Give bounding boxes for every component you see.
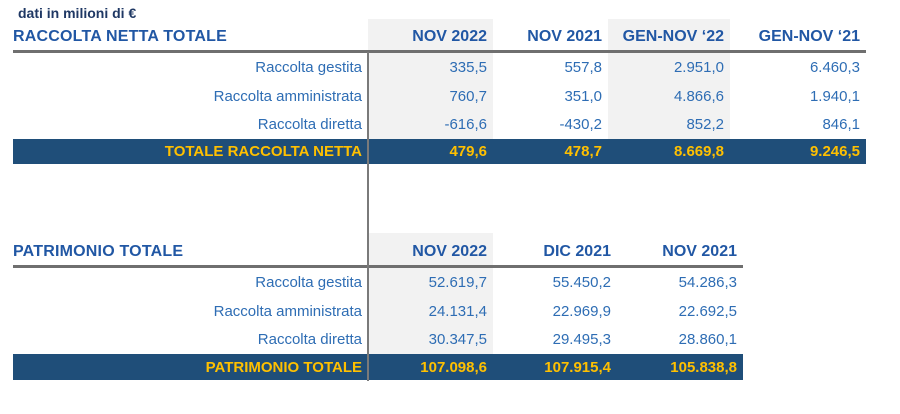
value-cell: 351,0 bbox=[564, 87, 602, 105]
value-cell: 846,1 bbox=[822, 116, 860, 134]
column-header-gen-nov-21: GEN-NOV ‘21 bbox=[758, 28, 860, 45]
table-row: Raccolta gestita 52.619,7 55.450,2 54.28… bbox=[13, 268, 743, 297]
value-cell: 28.860,1 bbox=[678, 331, 737, 349]
total-value: 105.838,8 bbox=[670, 358, 737, 376]
row-label: Raccolta diretta bbox=[257, 331, 362, 349]
value-cell: 4.866,6 bbox=[608, 81, 730, 111]
table-row: Raccolta amministrata 24.131,4 22.969,9 … bbox=[13, 296, 743, 326]
total-value: 8.669,8 bbox=[673, 143, 724, 161]
value-cell: 30.347,5 bbox=[368, 325, 493, 355]
total-label: PATRIMONIO TOTALE bbox=[205, 358, 362, 376]
table-row: Raccolta amministrata 760,7 351,0 4.866,… bbox=[13, 81, 866, 111]
total-row: PATRIMONIO TOTALE 107.098,6 107.915,4 10… bbox=[13, 354, 743, 381]
value-cell: 22.969,9 bbox=[552, 302, 611, 320]
row-label: Raccolta gestita bbox=[255, 273, 362, 291]
value-cell: 2.951,0 bbox=[608, 53, 730, 82]
value-cell: 24.131,4 bbox=[368, 296, 493, 326]
table-row: Raccolta gestita 335,5 557,8 2.951,0 6.4… bbox=[13, 53, 866, 82]
units-note: dati in milioni di € bbox=[18, 5, 137, 21]
value-cell: 852,2 bbox=[608, 110, 730, 140]
value-cell: 29.495,3 bbox=[552, 331, 611, 349]
total-value: 479,6 bbox=[449, 143, 487, 161]
column-header-nov-2022: NOV 2022 bbox=[368, 233, 493, 265]
total-value: 478,7 bbox=[564, 143, 602, 161]
total-label: TOTALE RACCOLTA NETTA bbox=[164, 143, 362, 161]
total-value: 9.246,5 bbox=[809, 143, 860, 161]
value-cell: -616,6 bbox=[368, 110, 493, 140]
column-header-nov-2021: NOV 2021 bbox=[662, 243, 737, 260]
value-cell: 6.460,3 bbox=[809, 58, 860, 76]
total-value: 107.098,6 bbox=[420, 358, 487, 376]
raccolta-netta-table: RACCOLTA NETTA TOTALE NOV 2022 NOV 2021 … bbox=[13, 19, 866, 165]
value-cell: 557,8 bbox=[564, 58, 602, 76]
row-label: Raccolta gestita bbox=[255, 58, 362, 76]
table-row: Raccolta diretta -616,6 -430,2 852,2 846… bbox=[13, 110, 866, 140]
header-row: PATRIMONIO TOTALE NOV 2022 DIC 2021 NOV … bbox=[13, 233, 743, 265]
header-rule bbox=[13, 265, 743, 268]
row-label: Raccolta amministrata bbox=[213, 87, 362, 105]
table-title: RACCOLTA NETTA TOTALE bbox=[13, 28, 227, 45]
table-row: Raccolta diretta 30.347,5 29.495,3 28.86… bbox=[13, 325, 743, 355]
value-cell: 52.619,7 bbox=[368, 268, 493, 297]
column-header-dic-2021: DIC 2021 bbox=[543, 243, 611, 260]
row-label: Raccolta amministrata bbox=[213, 302, 362, 320]
value-cell: 760,7 bbox=[368, 81, 493, 111]
value-cell: 1.940,1 bbox=[809, 87, 860, 105]
column-header-gen-nov-22: GEN-NOV ‘22 bbox=[608, 19, 730, 50]
patrimonio-table: PATRIMONIO TOTALE NOV 2022 DIC 2021 NOV … bbox=[13, 233, 743, 381]
value-cell: 22.692,5 bbox=[678, 302, 737, 320]
total-row: TOTALE RACCOLTA NETTA 479,6 478,7 8.669,… bbox=[13, 139, 866, 165]
column-header-nov-2022: NOV 2022 bbox=[368, 19, 493, 50]
table-title: PATRIMONIO TOTALE bbox=[13, 243, 184, 260]
header-row: RACCOLTA NETTA TOTALE NOV 2022 NOV 2021 … bbox=[13, 19, 866, 50]
value-cell: 55.450,2 bbox=[552, 273, 611, 291]
total-value: 107.915,4 bbox=[544, 358, 611, 376]
value-cell: -430,2 bbox=[559, 116, 602, 134]
column-divider-line bbox=[367, 52, 369, 381]
value-cell: 54.286,3 bbox=[678, 273, 737, 291]
row-label: Raccolta diretta bbox=[257, 116, 362, 134]
header-rule bbox=[13, 50, 866, 53]
column-header-nov-2021: NOV 2021 bbox=[527, 28, 602, 45]
value-cell: 335,5 bbox=[368, 53, 493, 82]
